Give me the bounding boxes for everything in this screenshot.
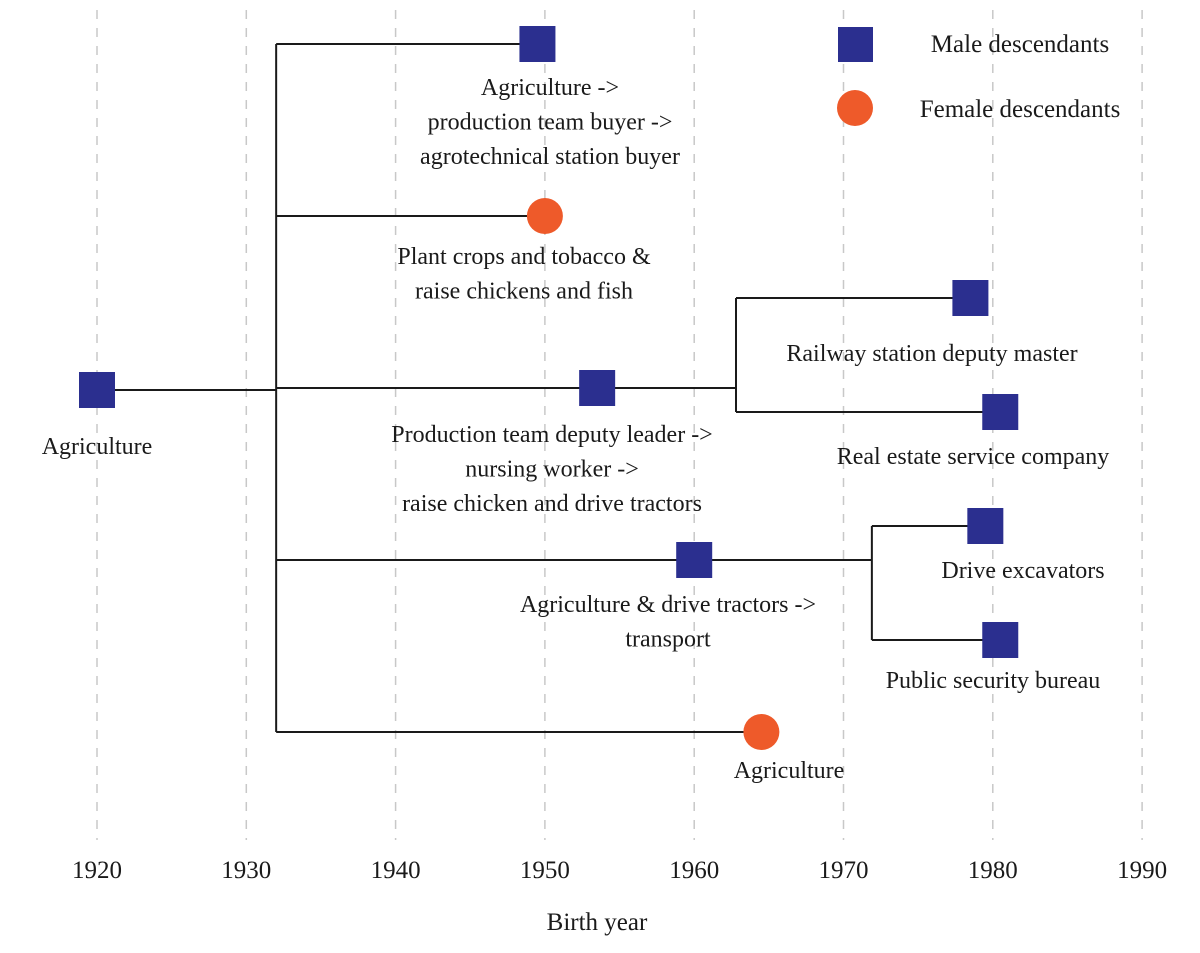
male-node-c3 <box>579 370 616 406</box>
female-node-c5 <box>743 714 780 750</box>
node-label-c2-line-1: raise chickens and fish <box>415 279 633 305</box>
legend-female-marker <box>837 90 873 126</box>
node-label-g1-line-0: Railway station deputy master <box>786 341 1077 367</box>
x-axis-title: Birth year <box>547 909 648 936</box>
male-node-g4 <box>982 622 1019 658</box>
node-label-c1-line-1: production team buyer -> <box>428 110 673 136</box>
x-axis-ticks: 1920 1930 1940 1950 1960 1970 1980 1990 <box>72 857 1167 884</box>
node-label-g4-line-0: Public security bureau <box>886 668 1101 694</box>
node-label-root-line-0: Agriculture <box>42 434 153 460</box>
node-label-c3-line-0: Production team deputy leader -> <box>391 422 712 448</box>
legend-male-marker <box>838 27 873 62</box>
node-label-g3-line-0: Drive excavators <box>941 558 1104 584</box>
legend-male-label: Male descendants <box>931 31 1109 58</box>
legend: Male descendants Female descendants <box>837 27 1120 126</box>
node-label-c1-line-0: Agriculture -> <box>481 75 619 101</box>
male-node-c1 <box>519 26 556 62</box>
node-markers <box>79 26 1019 750</box>
female-node-c2 <box>526 198 563 234</box>
node-label-c3-line-1: nursing worker -> <box>465 457 639 483</box>
node-label-c4-line-0: Agriculture & drive tractors -> <box>520 592 816 618</box>
legend-female-label: Female descendants <box>920 96 1121 123</box>
tick-label-1920: 1920 <box>72 857 122 884</box>
male-node-g2 <box>982 394 1019 430</box>
node-label-c2-line-0: Plant crops and tobacco & <box>397 244 651 270</box>
node-label-c4-line-1: transport <box>625 627 711 653</box>
node-label-c5-line-0: Agriculture <box>734 758 845 784</box>
male-node-g1 <box>952 280 989 316</box>
tick-label-1960: 1960 <box>669 857 719 884</box>
node-labels: Agriculture Agriculture -> production team… <box>42 75 1110 784</box>
tick-label-1950: 1950 <box>520 857 570 884</box>
tick-label-1980: 1980 <box>968 857 1018 884</box>
male-node-c4 <box>676 542 713 578</box>
tick-label-1940: 1940 <box>371 857 421 884</box>
node-label-c3-line-2: raise chicken and drive tractors <box>402 491 702 517</box>
node-label-g2-line-0: Real estate service company <box>837 444 1110 470</box>
tick-label-1930: 1930 <box>221 857 271 884</box>
node-label-c1-line-2: agrotechnical station buyer <box>420 144 680 170</box>
male-node-root <box>79 372 115 408</box>
tick-label-1990: 1990 <box>1117 857 1167 884</box>
connector-lines <box>97 43 1001 733</box>
tick-label-1970: 1970 <box>819 857 869 884</box>
male-node-g3 <box>967 508 1004 544</box>
